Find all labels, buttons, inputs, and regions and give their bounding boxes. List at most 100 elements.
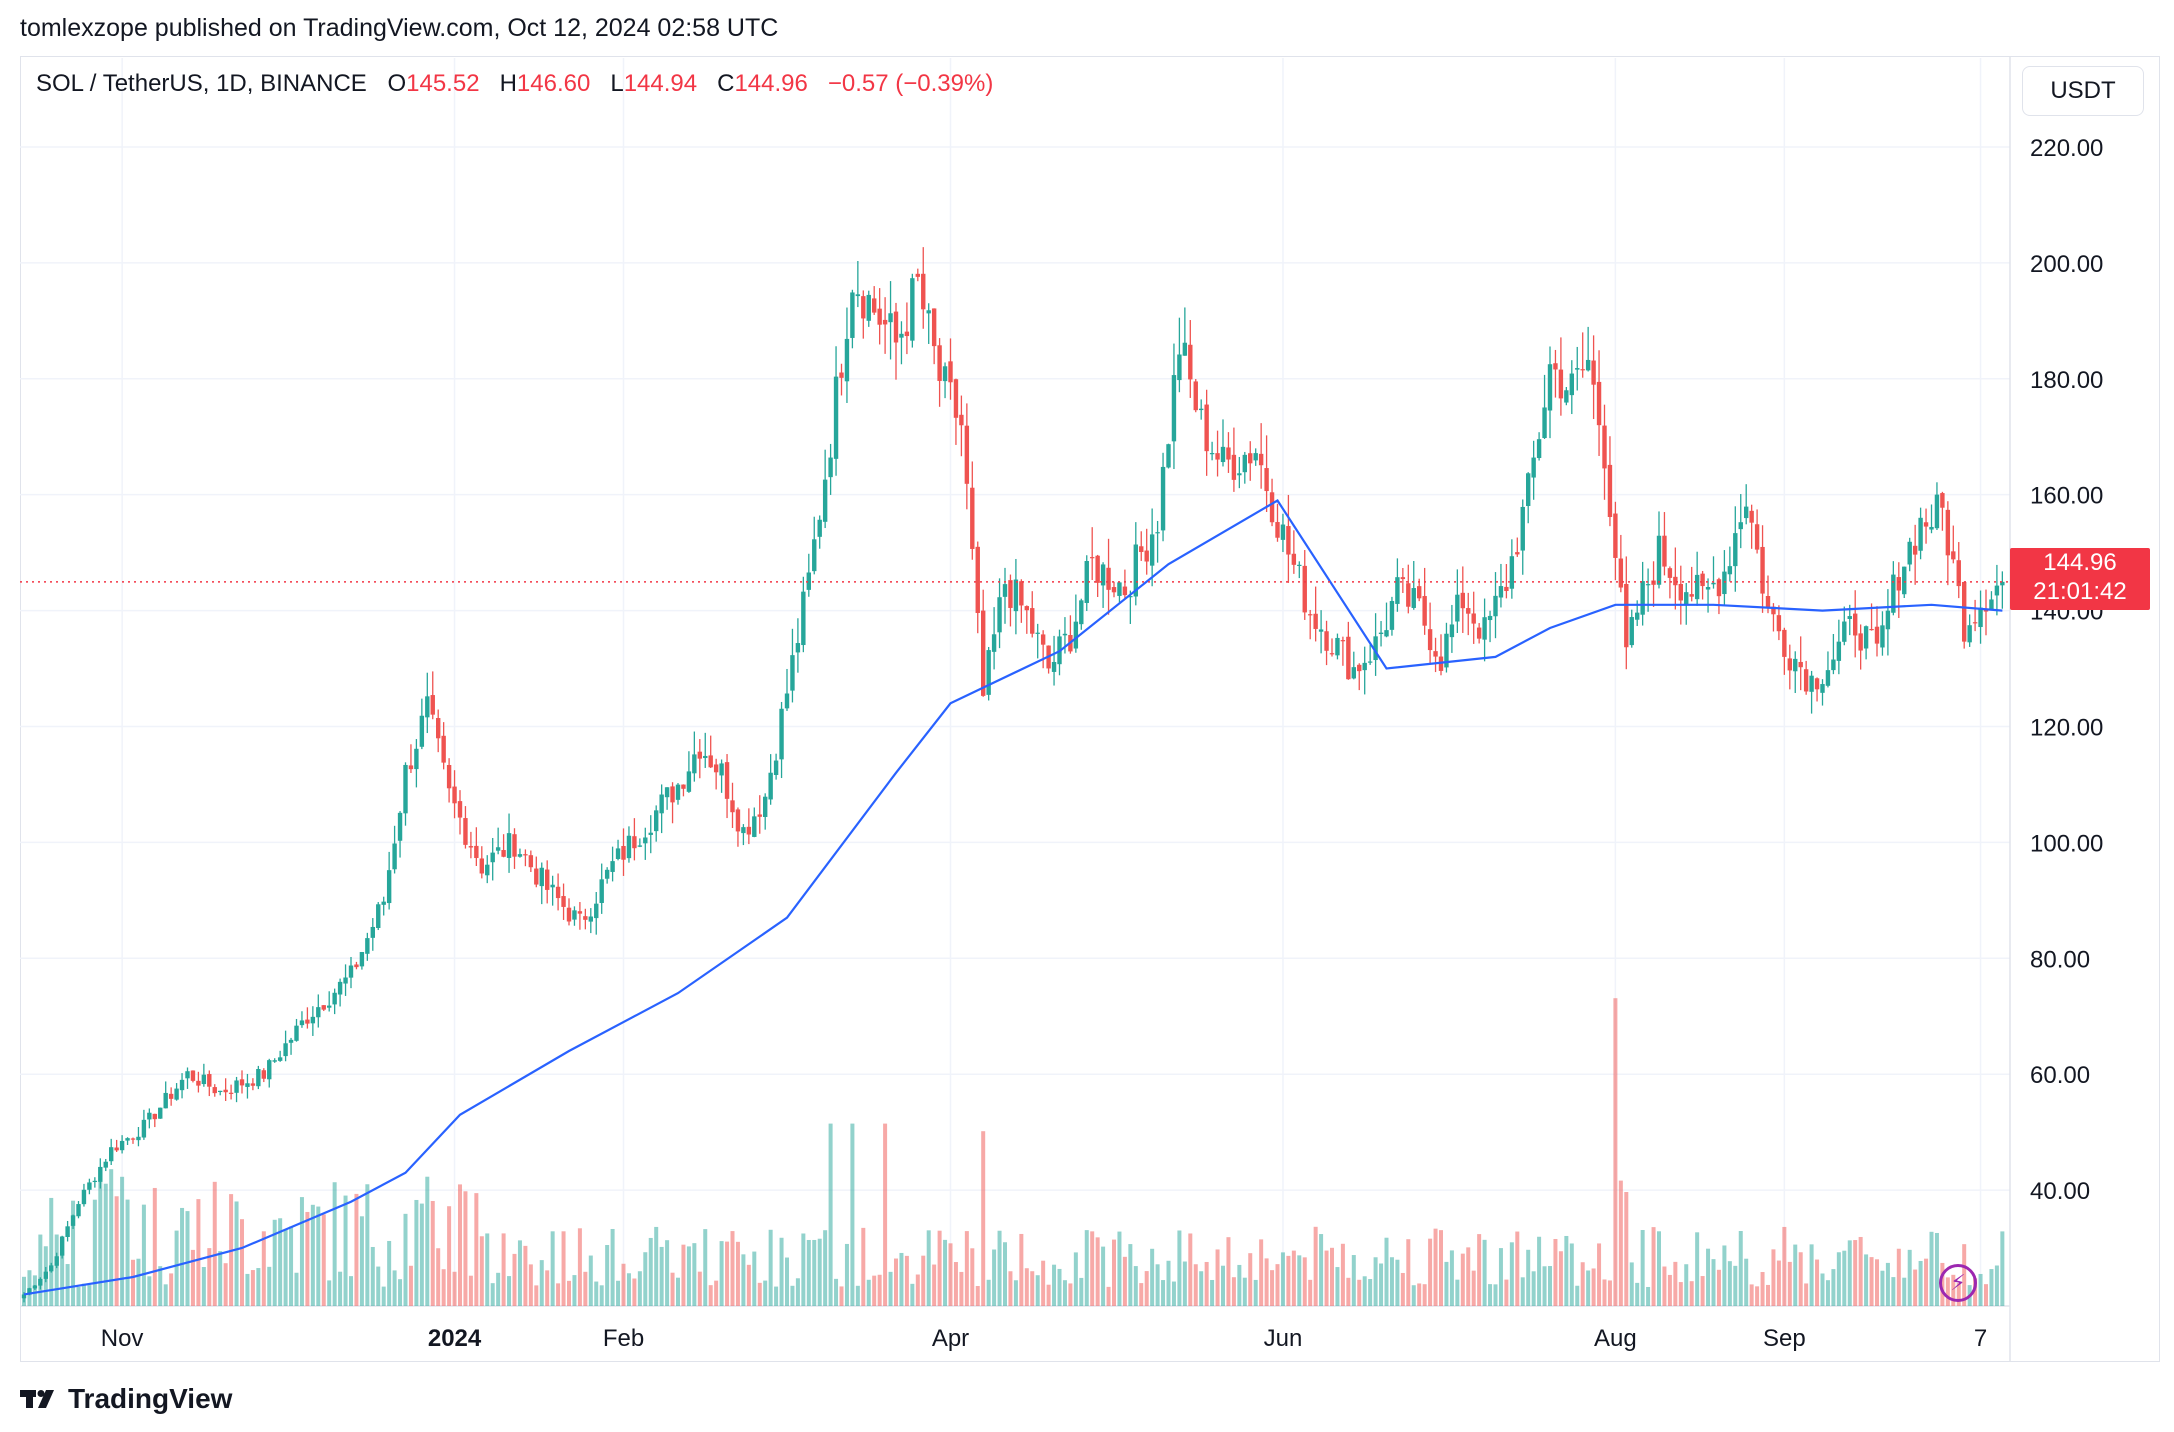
- candle-body: [779, 708, 784, 760]
- candle-body: [65, 1226, 70, 1237]
- candle: [855, 261, 861, 308]
- candle-body: [1476, 627, 1482, 639]
- volume-bar: [1330, 1247, 1334, 1306]
- candle: [174, 1083, 179, 1101]
- candle-body: [1618, 558, 1624, 588]
- candle: [550, 875, 555, 906]
- candle: [915, 268, 920, 282]
- candle-body: [1100, 564, 1106, 586]
- candle-body: [1700, 573, 1705, 587]
- candle-body: [1536, 439, 1542, 459]
- candle: [877, 288, 882, 345]
- symbol-label[interactable]: SOL / TetherUS, 1D, BINANCE: [36, 70, 367, 97]
- candle-body: [893, 311, 899, 343]
- candle-body: [741, 827, 746, 834]
- candle-body: [1531, 457, 1536, 478]
- candle: [463, 806, 468, 849]
- candle: [1199, 399, 1204, 420]
- volume-bar: [1041, 1260, 1046, 1306]
- candle-body: [637, 845, 643, 847]
- candle-body: [1231, 454, 1237, 480]
- candle: [1934, 482, 1940, 530]
- volume-bar: [32, 1275, 37, 1306]
- candle-body: [1656, 535, 1662, 585]
- x-tick-label: Jun: [1264, 1325, 1303, 1352]
- y-tick-label: 160.00: [2030, 483, 2103, 510]
- candle: [1733, 506, 1738, 592]
- volume-bar: [103, 1183, 108, 1306]
- candle-body: [1133, 544, 1138, 597]
- candle: [114, 1139, 119, 1153]
- candle-body: [1237, 473, 1242, 476]
- volume-bar: [986, 1279, 991, 1306]
- candle: [1471, 591, 1476, 644]
- candle: [784, 668, 790, 711]
- volume-bar: [577, 1228, 582, 1306]
- volume-bar: [1629, 1262, 1634, 1306]
- candle: [158, 1107, 163, 1119]
- volume-bar: [1994, 1265, 1999, 1306]
- volume-bar: [1602, 1279, 1607, 1306]
- candle-body: [1269, 492, 1275, 523]
- tradingview-logo[interactable]: TradingView: [20, 1383, 232, 1415]
- candle: [1297, 561, 1302, 579]
- candle: [1155, 520, 1160, 563]
- candle-body: [545, 869, 550, 890]
- candle: [1722, 550, 1727, 606]
- candle: [555, 873, 561, 911]
- candle: [168, 1087, 174, 1106]
- volume-bar: [141, 1204, 146, 1306]
- candle: [746, 808, 752, 845]
- open-value: 145.52: [406, 70, 480, 97]
- candle: [1008, 574, 1013, 627]
- candle: [812, 516, 817, 575]
- currency-button[interactable]: USDT: [2022, 66, 2144, 116]
- volume-bar: [1389, 1257, 1394, 1306]
- candle: [664, 787, 670, 810]
- candle-body: [1384, 630, 1389, 637]
- candle-body: [1602, 425, 1607, 469]
- volume-bar: [921, 1255, 926, 1306]
- volume-bar: [1188, 1233, 1193, 1306]
- volume-bar: [1815, 1259, 1820, 1306]
- candle-body: [1122, 586, 1128, 596]
- candle-body: [38, 1278, 43, 1286]
- candle-body: [948, 361, 953, 383]
- candle: [397, 811, 403, 858]
- candle-body: [1188, 344, 1193, 380]
- candle-body: [1509, 556, 1515, 589]
- candle: [152, 1113, 157, 1128]
- candle-body: [305, 1019, 310, 1024]
- volume-bar: [1019, 1233, 1024, 1306]
- candle-body: [1302, 565, 1307, 613]
- candle-body: [877, 308, 882, 325]
- candle-body: [1106, 567, 1111, 590]
- volume-bar: [1580, 1262, 1585, 1306]
- candle: [441, 722, 446, 770]
- volume-bar: [1384, 1237, 1389, 1306]
- tradingview-logo-icon: [20, 1390, 54, 1408]
- volume-bar: [1597, 1243, 1602, 1306]
- candle-body: [245, 1083, 250, 1087]
- lightning-icon[interactable]: ⚡: [1939, 1264, 1977, 1302]
- candle-body: [1030, 608, 1035, 634]
- volume-bar: [1237, 1264, 1242, 1306]
- candle: [1531, 440, 1536, 500]
- x-tick-label: Aug: [1594, 1325, 1637, 1352]
- candle-body: [327, 1005, 332, 1008]
- candle: [828, 443, 833, 495]
- candle: [468, 831, 474, 859]
- candle: [1258, 423, 1264, 489]
- open-label: O: [387, 70, 407, 97]
- candle: [1308, 609, 1313, 640]
- candle-body: [713, 764, 719, 773]
- candle: [1171, 343, 1177, 470]
- candle: [986, 646, 991, 701]
- candle-body: [790, 655, 795, 691]
- candle: [365, 932, 370, 961]
- volume-bar: [1896, 1248, 1901, 1306]
- candle: [1553, 349, 1558, 398]
- candle-body: [299, 1020, 305, 1026]
- candle: [228, 1084, 234, 1100]
